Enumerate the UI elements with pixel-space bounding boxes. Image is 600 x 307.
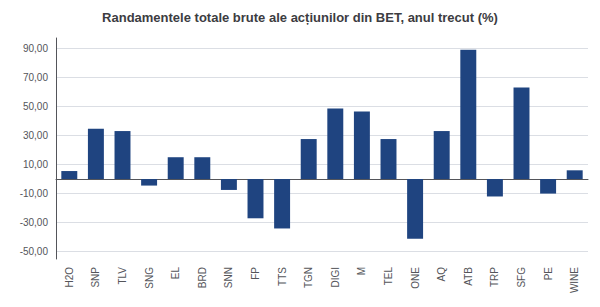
svg-text:SFG: SFG (516, 267, 527, 288)
svg-text:-30,00: -30,00 (20, 217, 49, 228)
svg-text:10,00: 10,00 (23, 159, 48, 170)
svg-text:TTS: TTS (277, 267, 288, 286)
svg-text:TLV: TLV (117, 267, 128, 285)
svg-text:70,00: 70,00 (23, 72, 48, 83)
svg-text:50,00: 50,00 (23, 101, 48, 112)
svg-text:M: M (356, 267, 367, 275)
svg-text:WINE: WINE (569, 267, 580, 293)
svg-text:Randamentele totale brute ale: Randamentele totale brute ale acțiunilor… (102, 10, 498, 25)
svg-text:DIGI: DIGI (330, 267, 341, 288)
svg-text:AQ: AQ (436, 267, 447, 282)
svg-text:-50,00: -50,00 (20, 246, 49, 257)
svg-text:TEL: TEL (383, 267, 394, 286)
svg-text:ATB: ATB (463, 267, 474, 286)
svg-text:TGN: TGN (303, 267, 314, 288)
svg-text:30,00: 30,00 (23, 130, 48, 141)
svg-text:TRP: TRP (489, 267, 500, 287)
svg-text:FP: FP (250, 267, 261, 280)
svg-text:SNP: SNP (90, 267, 101, 288)
svg-text:EL: EL (170, 267, 181, 280)
svg-text:SNN: SNN (223, 267, 234, 288)
svg-text:H2O: H2O (64, 267, 75, 288)
svg-text:90,00: 90,00 (23, 43, 48, 54)
svg-text:BRD: BRD (197, 267, 208, 288)
svg-text:SNG: SNG (144, 267, 155, 289)
svg-text:-10,00: -10,00 (20, 188, 49, 199)
svg-text:ONE: ONE (410, 267, 421, 289)
svg-text:PE: PE (543, 267, 554, 281)
